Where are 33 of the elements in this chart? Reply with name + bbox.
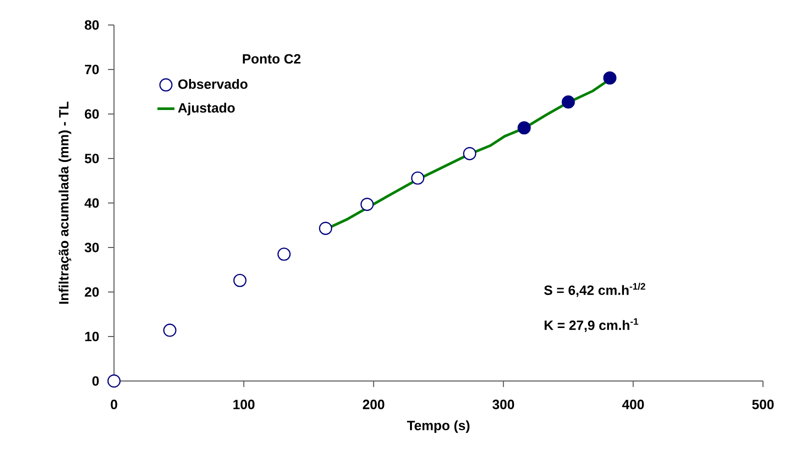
y-axis-title: Infiltração acumulada (mm) - TL <box>58 102 72 304</box>
y-tick-label: 10 <box>85 332 99 342</box>
point <box>463 147 476 160</box>
point <box>603 71 616 85</box>
x-tick-label: 400 <box>622 400 644 410</box>
x-tick-label: 100 <box>233 400 254 410</box>
legend-title: Ponto C2 <box>242 54 300 64</box>
y-tick-label: 40 <box>84 198 99 208</box>
annotation: S = 6,42 cm.h$^{-1/2}$ <box>544 282 646 297</box>
point <box>411 171 424 185</box>
point <box>233 274 247 288</box>
legend-label: Ajustado <box>178 102 235 116</box>
y-tick-label: 80 <box>84 20 99 30</box>
point <box>318 222 332 235</box>
y-tick-label: 0 <box>92 376 99 386</box>
x-tick-label: 500 <box>752 400 774 410</box>
point <box>163 324 176 337</box>
point <box>277 248 291 261</box>
point <box>562 95 575 109</box>
x-axis-title: Tempo (s) <box>407 420 470 433</box>
x-tick-label: 300 <box>492 400 514 410</box>
point <box>107 374 121 388</box>
point <box>360 198 374 211</box>
y-tick-label: 50 <box>84 154 99 164</box>
y-tick-label: 30 <box>84 242 99 252</box>
legend-label: Observado <box>178 79 248 89</box>
point <box>518 121 531 134</box>
y-tick-label: 70 <box>84 64 99 74</box>
y-tick-label: 20 <box>84 287 99 297</box>
y-tick-label: 60 <box>84 109 99 119</box>
x-tick-label: 200 <box>362 400 384 410</box>
x-tick-label: 0 <box>110 400 118 410</box>
annotation: K = 27,9 cm.h$^{-1}$ <box>544 318 638 332</box>
